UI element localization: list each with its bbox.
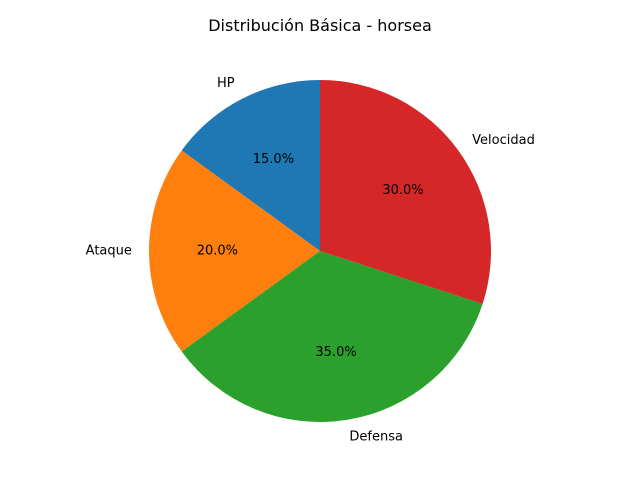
pie-slice-hp (181, 80, 320, 251)
chart-title: Distribución Básica - horsea (208, 16, 432, 35)
pie-slice-velocidad (320, 80, 491, 304)
slice-label-ataque: Ataque (86, 244, 132, 259)
slice-percent-velocidad: 30.0% (382, 183, 423, 198)
pie-labels: HP 15.0% Ataque 20.0% Defensa 35.0% Velocidad 3… (86, 76, 535, 444)
slice-label-velocidad: Velocidad (472, 133, 535, 148)
slice-percent-defensa: 35.0% (315, 345, 356, 360)
slice-percent-hp: 15.0% (253, 152, 294, 167)
pie-slice-defensa (181, 251, 483, 422)
slice-label-hp: HP (217, 76, 235, 91)
slice-label-defensa: Defensa (349, 429, 403, 444)
pie-slices (149, 80, 491, 422)
slice-percent-ataque: 20.0% (197, 244, 238, 259)
pie-slice-ataque (149, 150, 320, 352)
